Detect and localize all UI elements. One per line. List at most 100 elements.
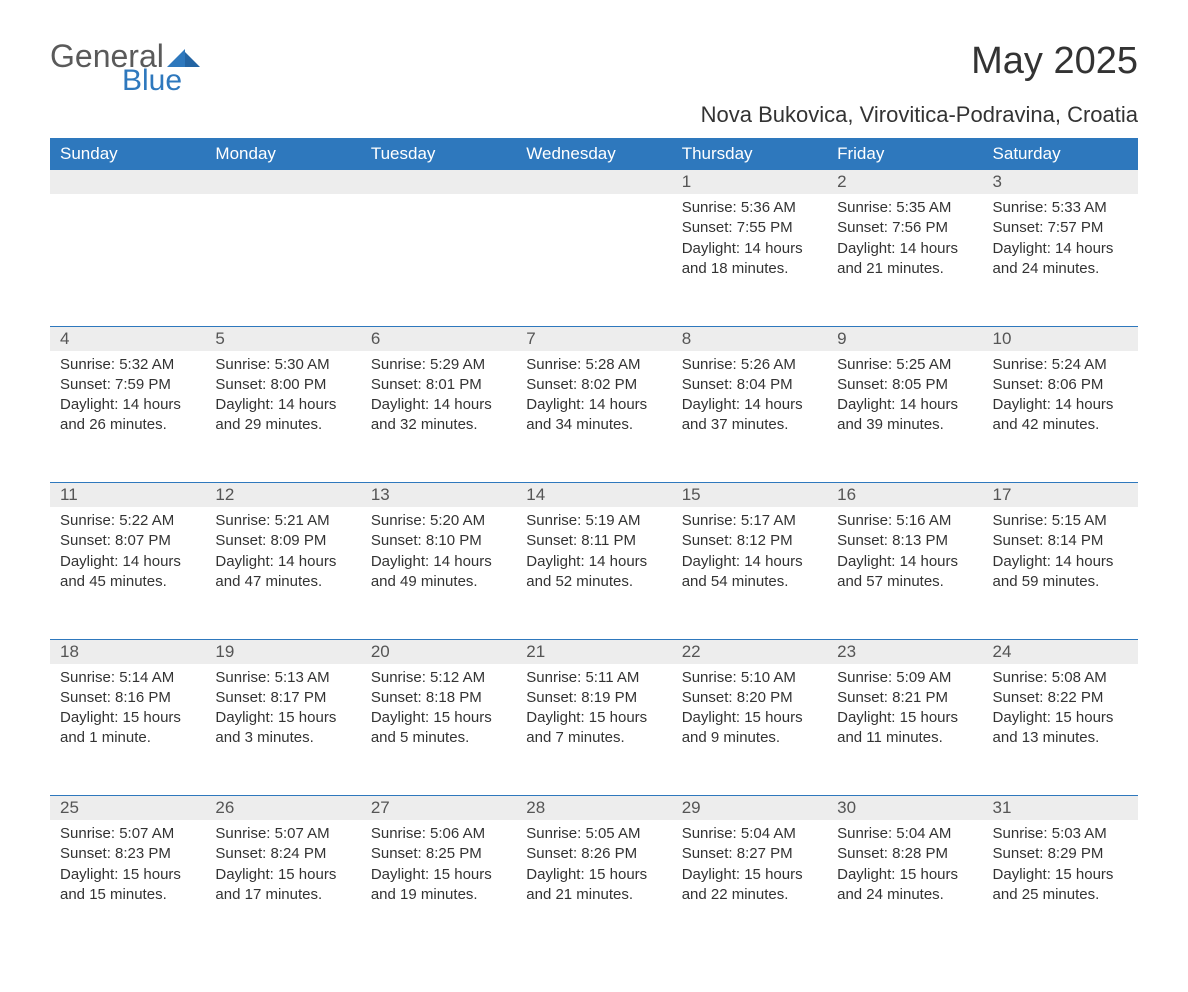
day-content-cell: Sunrise: 5:04 AMSunset: 8:28 PMDaylight:… [827,820,982,952]
day-content-cell: Sunrise: 5:11 AMSunset: 8:19 PMDaylight:… [516,664,671,796]
day-content-cell: Sunrise: 5:20 AMSunset: 8:10 PMDaylight:… [361,507,516,639]
daylight-text: Daylight: 14 hours and 57 minutes. [837,552,972,593]
daylight-text: Daylight: 14 hours and 42 minutes. [993,395,1128,436]
weekday-header: Monday [205,138,360,170]
weekday-header: Sunday [50,138,205,170]
brand-logo: General Blue [50,40,201,96]
day-content-cell: Sunrise: 5:21 AMSunset: 8:09 PMDaylight:… [205,507,360,639]
weekday-header: Friday [827,138,982,170]
daylight-text: Daylight: 15 hours and 1 minute. [60,708,195,749]
sunrise-text: Sunrise: 5:24 AM [993,355,1128,375]
weekday-header-row: SundayMondayTuesdayWednesdayThursdayFrid… [50,138,1138,170]
daylight-text: Daylight: 15 hours and 5 minutes. [371,708,506,749]
daylight-text: Daylight: 15 hours and 25 minutes. [993,865,1128,906]
page-title: May 2025 [971,40,1138,83]
sunset-text: Sunset: 8:24 PM [215,844,350,864]
day-number-cell: 5 [205,326,360,351]
day-number-cell: 18 [50,639,205,664]
daylight-text: Daylight: 14 hours and 34 minutes. [526,395,661,436]
daylight-text: Daylight: 14 hours and 32 minutes. [371,395,506,436]
sunrise-text: Sunrise: 5:36 AM [682,198,817,218]
day-content-cell: Sunrise: 5:17 AMSunset: 8:12 PMDaylight:… [672,507,827,639]
day-number-cell: 19 [205,639,360,664]
day-number-cell: 16 [827,483,982,508]
sunset-text: Sunset: 8:25 PM [371,844,506,864]
sunset-text: Sunset: 8:01 PM [371,375,506,395]
sunrise-text: Sunrise: 5:30 AM [215,355,350,375]
day-content-cell: Sunrise: 5:22 AMSunset: 8:07 PMDaylight:… [50,507,205,639]
sunset-text: Sunset: 7:59 PM [60,375,195,395]
sunset-text: Sunset: 8:26 PM [526,844,661,864]
day-content-cell: Sunrise: 5:07 AMSunset: 8:24 PMDaylight:… [205,820,360,952]
day-content-cell: Sunrise: 5:10 AMSunset: 8:20 PMDaylight:… [672,664,827,796]
day-content-cell: Sunrise: 5:06 AMSunset: 8:25 PMDaylight:… [361,820,516,952]
sunrise-text: Sunrise: 5:10 AM [682,668,817,688]
day-content-cell: Sunrise: 5:16 AMSunset: 8:13 PMDaylight:… [827,507,982,639]
sunrise-text: Sunrise: 5:19 AM [526,511,661,531]
day-content-cell: Sunrise: 5:32 AMSunset: 7:59 PMDaylight:… [50,351,205,483]
sunrise-text: Sunrise: 5:25 AM [837,355,972,375]
day-content-cell: Sunrise: 5:07 AMSunset: 8:23 PMDaylight:… [50,820,205,952]
daylight-text: Daylight: 14 hours and 21 minutes. [837,239,972,280]
day-number-cell: 17 [983,483,1138,508]
day-number-cell: 4 [50,326,205,351]
day-content-cell: Sunrise: 5:36 AMSunset: 7:55 PMDaylight:… [672,194,827,326]
sunset-text: Sunset: 8:20 PM [682,688,817,708]
day-number-cell [50,170,205,194]
day-content-cell: Sunrise: 5:03 AMSunset: 8:29 PMDaylight:… [983,820,1138,952]
day-content-cell: Sunrise: 5:19 AMSunset: 8:11 PMDaylight:… [516,507,671,639]
sunset-text: Sunset: 8:17 PM [215,688,350,708]
logo-blue-text: Blue [122,66,201,96]
day-number-cell: 28 [516,796,671,821]
day-content-cell: Sunrise: 5:24 AMSunset: 8:06 PMDaylight:… [983,351,1138,483]
daylight-text: Daylight: 15 hours and 19 minutes. [371,865,506,906]
sunrise-text: Sunrise: 5:13 AM [215,668,350,688]
day-number-cell: 1 [672,170,827,194]
sunrise-text: Sunrise: 5:06 AM [371,824,506,844]
sunset-text: Sunset: 7:57 PM [993,218,1128,238]
sunset-text: Sunset: 8:00 PM [215,375,350,395]
sunset-text: Sunset: 8:23 PM [60,844,195,864]
day-content-cell: Sunrise: 5:09 AMSunset: 8:21 PMDaylight:… [827,664,982,796]
day-number-cell: 12 [205,483,360,508]
sunrise-text: Sunrise: 5:33 AM [993,198,1128,218]
day-content-cell: Sunrise: 5:28 AMSunset: 8:02 PMDaylight:… [516,351,671,483]
daylight-text: Daylight: 14 hours and 18 minutes. [682,239,817,280]
daylight-text: Daylight: 14 hours and 24 minutes. [993,239,1128,280]
day-number-cell: 30 [827,796,982,821]
daylight-text: Daylight: 14 hours and 52 minutes. [526,552,661,593]
daylight-text: Daylight: 14 hours and 39 minutes. [837,395,972,436]
daylight-text: Daylight: 15 hours and 7 minutes. [526,708,661,749]
sunrise-text: Sunrise: 5:20 AM [371,511,506,531]
day-number-cell: 8 [672,326,827,351]
daylight-text: Daylight: 15 hours and 21 minutes. [526,865,661,906]
day-number-cell: 29 [672,796,827,821]
daylight-text: Daylight: 14 hours and 47 minutes. [215,552,350,593]
sunrise-text: Sunrise: 5:17 AM [682,511,817,531]
day-number-cell: 26 [205,796,360,821]
location-subtitle: Nova Bukovica, Virovitica-Podravina, Cro… [50,102,1138,128]
daylight-text: Daylight: 15 hours and 13 minutes. [993,708,1128,749]
day-number-cell: 11 [50,483,205,508]
day-number-cell: 14 [516,483,671,508]
day-number-cell: 13 [361,483,516,508]
day-number-cell [516,170,671,194]
day-content-cell [50,194,205,326]
sunrise-text: Sunrise: 5:14 AM [60,668,195,688]
sunset-text: Sunset: 8:18 PM [371,688,506,708]
sunset-text: Sunset: 8:09 PM [215,531,350,551]
sunset-text: Sunset: 8:29 PM [993,844,1128,864]
sunset-text: Sunset: 8:02 PM [526,375,661,395]
daylight-text: Daylight: 15 hours and 15 minutes. [60,865,195,906]
sunset-text: Sunset: 7:56 PM [837,218,972,238]
day-number-cell [361,170,516,194]
day-number-cell: 20 [361,639,516,664]
sunset-text: Sunset: 8:10 PM [371,531,506,551]
day-content-cell [205,194,360,326]
daylight-text: Daylight: 14 hours and 45 minutes. [60,552,195,593]
sunset-text: Sunset: 8:28 PM [837,844,972,864]
day-number-cell: 6 [361,326,516,351]
sunrise-text: Sunrise: 5:29 AM [371,355,506,375]
sunset-text: Sunset: 8:22 PM [993,688,1128,708]
header: General Blue May 2025 [50,40,1138,96]
